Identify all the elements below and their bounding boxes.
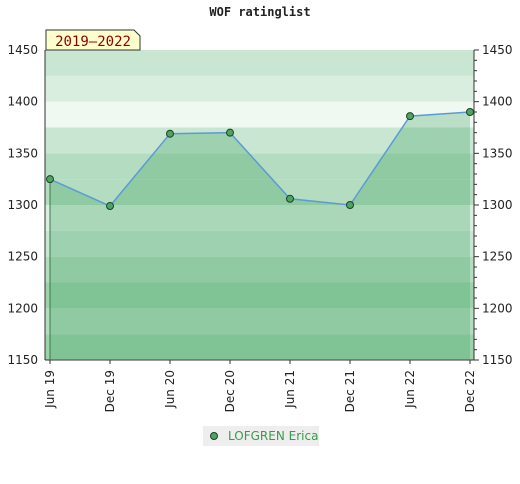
legend-label: LOFGREN Erica [228, 429, 318, 443]
y2-tick-label: 1350 [482, 146, 513, 160]
x-tick-label: Jun 22 [403, 370, 417, 409]
y-tick-label: 1300 [7, 198, 38, 212]
line [49, 111, 471, 207]
y-tick-label: 1400 [7, 95, 38, 109]
x-tick-label: Dec 20 [223, 370, 237, 412]
y-tick-label: 1250 [7, 250, 38, 264]
x-tick-label: Dec 21 [343, 370, 357, 412]
background-band [45, 127, 474, 154]
point [106, 202, 114, 211]
point [46, 175, 54, 184]
x-tick-label: Dec 22 [463, 370, 477, 412]
y2-tick-label: 1200 [482, 301, 513, 315]
y-tick-label: 1200 [7, 301, 38, 315]
y2-tick-label: 1150 [482, 353, 513, 367]
badge: 2019–2022 [45, 29, 141, 51]
y2-tick-label: 1400 [482, 95, 513, 109]
background-band [45, 205, 474, 231]
x-tick-label: Jun 20 [163, 370, 177, 409]
y-tick-label: 1350 [7, 146, 38, 160]
chart-title: WOF ratinglist [209, 5, 310, 19]
y-tick-label: 1450 [7, 43, 38, 57]
point [406, 112, 414, 121]
y2-tick-label: 1300 [482, 198, 513, 212]
background-band [45, 50, 474, 76]
background-band [45, 179, 474, 205]
point [286, 194, 294, 203]
x-tick-label: Jun 21 [283, 370, 297, 409]
point [466, 108, 474, 116]
x-tick-label: Jun 19 [43, 370, 57, 409]
point [346, 201, 354, 209]
point [226, 128, 234, 137]
y2-tick-label: 1250 [482, 250, 513, 264]
badge-box [45, 29, 141, 51]
background-band [45, 75, 474, 102]
background-band [45, 308, 474, 335]
background-band [45, 334, 474, 360]
point [166, 129, 174, 138]
badge-text: 2019–2022 [55, 34, 131, 50]
background-band [45, 230, 474, 257]
background-band [45, 101, 474, 128]
y-tick-label: 1150 [7, 353, 38, 367]
area [50, 112, 470, 360]
legend-box [203, 426, 319, 446]
background-band [45, 282, 474, 309]
x-tick-label: Dec 19 [103, 370, 117, 412]
y2-tick-label: 1450 [482, 43, 513, 57]
background-band [45, 256, 474, 283]
legend-marker [210, 432, 218, 440]
